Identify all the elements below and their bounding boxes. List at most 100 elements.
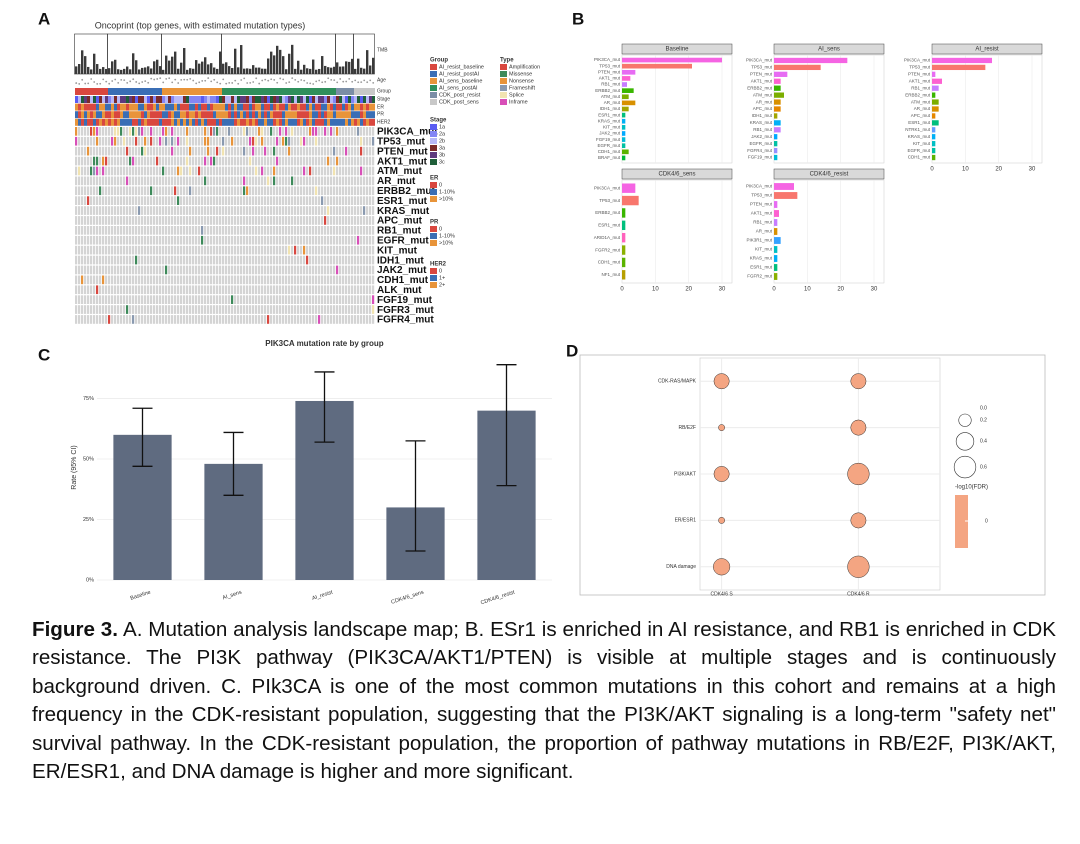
annotation-cell (339, 118, 342, 126)
oncoprint-cell (147, 245, 150, 255)
annotation-cell (345, 96, 348, 103)
oncoprint-cell (330, 295, 333, 304)
oncoprint-cell (216, 206, 219, 215)
oncoprint-cell (144, 255, 147, 265)
annotation-cell (360, 96, 363, 103)
bar (932, 64, 986, 71)
oncoprint-cell (315, 216, 318, 225)
oncoprint-cell (165, 245, 168, 255)
legend-swatch (430, 240, 437, 246)
tmb-bar (237, 67, 240, 74)
oncoprint-cell (147, 285, 150, 295)
y-tick-label: PI3K/AKT (674, 471, 696, 477)
oncoprint-cell (186, 136, 189, 146)
annotation-cell (258, 96, 261, 103)
oncoprint-cell (372, 235, 375, 245)
oncoprint-cell (216, 186, 219, 196)
oncoprint-cell (114, 176, 117, 186)
oncoprint-cell (84, 146, 87, 156)
oncoprint-cell (282, 275, 285, 285)
annotation-cell (105, 118, 108, 126)
tmb-bar (213, 67, 216, 74)
oncoprint-cell (252, 265, 255, 275)
oncoprint-cell (285, 136, 288, 146)
oncoprint-cell (261, 196, 264, 205)
annotation-cell (108, 118, 111, 126)
bar (622, 131, 626, 136)
annotation-cell (180, 96, 183, 103)
oncoprint-cell (159, 265, 162, 275)
group-cell (75, 88, 78, 95)
oncoprint-cell (348, 305, 351, 314)
oncoprint-cell (363, 265, 366, 275)
annotation-cell (129, 96, 132, 103)
annotation-cell (321, 96, 324, 103)
oncoprint-cell (171, 235, 174, 245)
oncoprint-cell (198, 146, 201, 156)
age-dot (81, 78, 84, 81)
legend-swatch (430, 138, 437, 144)
oncoprint-cell (342, 265, 345, 275)
annotation-cell (90, 111, 93, 119)
oncoprint-cell (108, 265, 111, 275)
oncoprint-cell (120, 196, 123, 205)
oncoprint-cell (294, 166, 297, 176)
oncoprint-cell (150, 265, 153, 275)
oncoprint-cell (342, 315, 345, 324)
oncoprint-cell (192, 275, 195, 285)
oncoprint-cell (99, 136, 102, 146)
facet-title: CDK4/6_sens (658, 172, 695, 178)
oncoprint-cell (342, 216, 345, 225)
oncoprint-cell (327, 206, 330, 215)
oncoprint-cell (81, 176, 84, 186)
age-dot (249, 81, 252, 84)
oncoprint-cell (216, 295, 219, 304)
oncoprint-cell (246, 255, 249, 265)
annotation-cell (306, 111, 309, 119)
oncoprint-cell (183, 275, 186, 285)
legend-label: 2b (439, 138, 445, 144)
oncoprint-cell (147, 136, 150, 146)
oncoprint-cell (372, 127, 375, 136)
oncoprint-cell (324, 235, 327, 245)
oncoprint-cell (255, 226, 258, 235)
oncoprint-cell (132, 136, 135, 146)
oncoprint-cell (111, 295, 114, 304)
age-dot (144, 80, 147, 83)
oncoprint-cell (120, 186, 123, 196)
annotation-cell (114, 96, 117, 103)
oncoprint-cell (264, 226, 267, 235)
oncoprint-cell (318, 146, 321, 156)
oncoprint-cell (168, 275, 171, 285)
oncoprint-cell (123, 255, 126, 265)
oncoprint-cell (87, 315, 90, 324)
oncoprint-cell (117, 226, 120, 235)
oncoprint-cell (243, 156, 246, 166)
oncoprint-cell (120, 206, 123, 215)
oncoprint-cell (111, 265, 114, 275)
annotation-cell (180, 118, 183, 126)
oncoprint-cell (225, 156, 228, 166)
oncoprint-cell (147, 156, 150, 166)
annotation-cell (120, 118, 123, 126)
dot (850, 373, 867, 390)
oncoprint-cell (348, 235, 351, 245)
oncoprint-cell (135, 255, 138, 265)
group-cell (225, 88, 228, 95)
age-dot (222, 78, 225, 81)
oncoprint-cell (165, 226, 168, 235)
oncoprint-cell (189, 216, 192, 225)
oncoprint-cell (114, 146, 117, 156)
oncoprint-cell (213, 315, 216, 324)
oncoprint-cell (198, 196, 201, 205)
oncoprint-cell (276, 127, 279, 136)
legend-swatch (430, 282, 437, 288)
age-dot (201, 80, 204, 82)
group-cell (210, 88, 213, 95)
oncoprint-cell (201, 285, 204, 295)
oncoprint-cell (288, 295, 291, 304)
oncoprint-cell (360, 206, 363, 215)
oncoprint-cell (87, 196, 90, 205)
oncoprint-cell (363, 245, 366, 255)
legend-swatch (430, 268, 437, 274)
